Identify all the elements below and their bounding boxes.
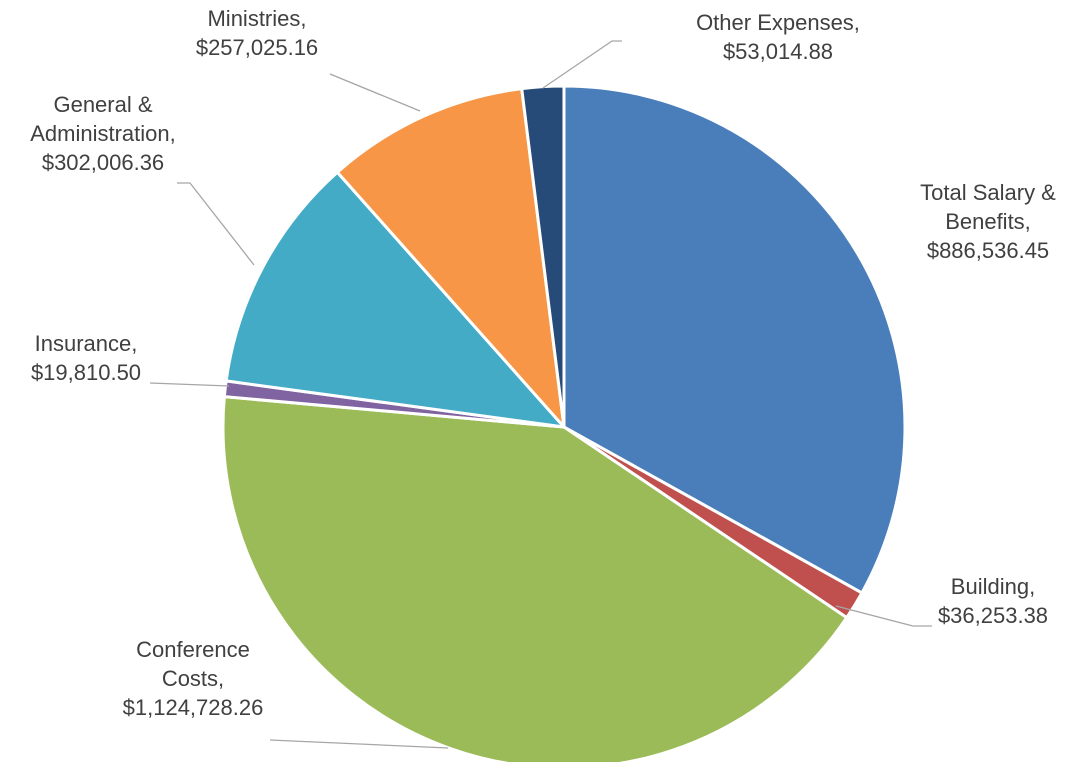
leader-line-insurance bbox=[149, 382, 230, 387]
data-label-line: Benefits, bbox=[945, 209, 1031, 234]
data-label-line: Conference bbox=[136, 637, 250, 662]
data-label-line: Building, bbox=[951, 574, 1035, 599]
data-label-line: $19,810.50 bbox=[31, 360, 141, 385]
leader-line-general-and-administration bbox=[177, 182, 255, 266]
data-label-line: Total Salary & bbox=[920, 180, 1056, 205]
data-label-line: Costs, bbox=[162, 666, 224, 691]
data-label-conference-costs: Conference Costs, $1,124,728.26 bbox=[123, 637, 264, 720]
leader-line-building bbox=[835, 605, 932, 627]
data-label-line: $36,253.38 bbox=[938, 603, 1048, 628]
data-label-building: Building, $36,253.38 bbox=[938, 574, 1048, 628]
data-label-line: $886,536.45 bbox=[927, 238, 1049, 263]
slice-general-and-administration bbox=[224, 170, 566, 429]
data-label-line: $53,014.88 bbox=[723, 39, 833, 64]
data-label-line: Ministries, bbox=[207, 6, 306, 31]
slice-other-expenses bbox=[520, 84, 566, 429]
data-label-total-salary-and-benefits: Total Salary & Benefits, $886,536.45 bbox=[920, 180, 1056, 263]
data-label-line: $1,124,728.26 bbox=[123, 695, 264, 720]
pie-slices bbox=[221, 84, 907, 762]
leader-line-conference-costs bbox=[269, 739, 449, 749]
leader-line-ministries bbox=[329, 73, 421, 112]
data-label-ministries: Ministries, $257,025.16 bbox=[196, 6, 318, 60]
data-label-line: $302,006.36 bbox=[42, 150, 164, 175]
data-label-insurance: Insurance, $19,810.50 bbox=[31, 331, 141, 385]
data-label-general-and-administration: General & Administration, $302,006.36 bbox=[30, 92, 176, 175]
data-label-other-expenses: Other Expenses, $53,014.88 bbox=[696, 10, 860, 64]
data-label-line: Insurance, bbox=[35, 331, 138, 356]
data-labels: Total Salary & Benefits, $886,536.45 Buildi… bbox=[30, 6, 1056, 720]
data-label-line: Other Expenses, bbox=[696, 10, 860, 35]
data-label-line: Administration, bbox=[30, 121, 176, 146]
leader-line-other-expenses bbox=[542, 40, 622, 89]
data-label-line: General & bbox=[53, 92, 152, 117]
leader-lines bbox=[149, 40, 932, 749]
slice-total-salary-and-benefits bbox=[562, 84, 907, 595]
data-label-line: $257,025.16 bbox=[196, 35, 318, 60]
slice-ministries bbox=[335, 87, 566, 429]
slice-conference-costs bbox=[221, 395, 849, 762]
